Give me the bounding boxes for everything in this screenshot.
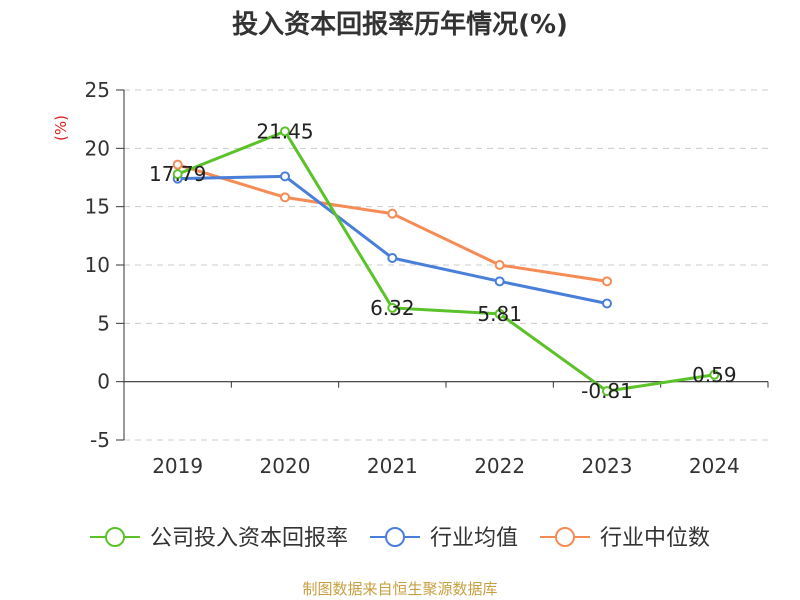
series-point — [172, 169, 183, 180]
series-point — [280, 171, 290, 182]
series-line — [176, 174, 609, 305]
x-tick-label: 2022 — [474, 454, 525, 478]
legend-label: 行业均值 — [430, 526, 518, 551]
series-point — [602, 276, 612, 287]
y-tick-label: 25 — [85, 78, 110, 102]
chart-title: 投入资本回报率历年情况(%) — [232, 9, 568, 40]
data-label: 6.32 — [370, 296, 415, 320]
series-line — [176, 163, 609, 283]
legend-marker-icon — [105, 527, 125, 547]
series-point — [709, 369, 720, 380]
series-line — [176, 129, 716, 393]
grid-lines — [124, 89, 768, 441]
series-point — [494, 308, 505, 319]
source-note: 制图数据来自恒生聚源数据库 — [302, 580, 497, 598]
legend[interactable]: 公司投入资本回报率 行业均值 行业中位数 — [90, 526, 710, 551]
legend-item[interactable]: 行业均值 — [370, 526, 518, 551]
y-axis-unit-label: (%) — [52, 115, 70, 141]
y-tick-label: 15 — [85, 195, 110, 219]
data-label: 17.79 — [149, 162, 206, 186]
x-tick-label: 2024 — [689, 454, 740, 478]
legend-item[interactable]: 行业中位数 — [540, 526, 710, 551]
y-tick-label: -5 — [90, 428, 110, 452]
legend-marker-icon — [385, 527, 405, 547]
series-point — [280, 126, 290, 137]
x-tick-label: 2021 — [367, 454, 418, 478]
data-labels: 17.79 21.45 6.32 5.81 -0.81 0.59 — [149, 119, 737, 403]
x-tick-label: 2023 — [582, 454, 633, 478]
series-point — [280, 192, 290, 203]
data-label: 5.81 — [477, 302, 522, 326]
series-point — [494, 260, 505, 270]
legend-item[interactable]: 公司投入资本回报率 — [90, 526, 348, 551]
series-point — [602, 298, 612, 309]
series-point — [172, 159, 183, 170]
legend-label: 行业中位数 — [600, 526, 710, 551]
series-point — [387, 208, 398, 219]
legend-label: 公司投入资本回报率 — [150, 526, 348, 551]
data-label: -0.81 — [581, 379, 633, 403]
x-tick-label: 2020 — [260, 454, 311, 478]
y-tick-label: 10 — [85, 253, 110, 277]
series-point — [387, 253, 398, 263]
data-label: 0.59 — [692, 363, 737, 387]
series-point — [602, 386, 612, 397]
x-tick-label: 2019 — [152, 454, 203, 478]
y-tick-label: 20 — [85, 136, 110, 160]
series-point — [494, 276, 505, 287]
legend-marker-icon — [555, 527, 575, 547]
series-group — [172, 126, 720, 397]
series-point — [387, 302, 398, 313]
axes: -5 0 5 10 15 20 25 2019 2020 2021 2022 2023 2024 — [85, 78, 769, 478]
y-tick-label: 0 — [97, 370, 110, 394]
y-tick-label: 5 — [97, 311, 110, 335]
data-label: 21.45 — [256, 119, 313, 143]
